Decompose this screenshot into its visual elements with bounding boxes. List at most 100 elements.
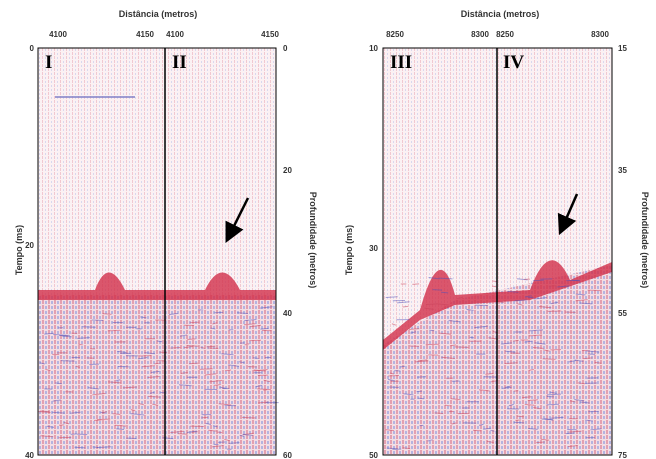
- texture: [168, 312, 178, 316]
- texture: [388, 375, 400, 377]
- y-axis-title: Tempo (ms): [344, 225, 354, 275]
- texture: [255, 384, 263, 388]
- texture: [228, 442, 240, 444]
- y-axis-title: Profundidade (metros): [308, 192, 318, 289]
- texture: [524, 340, 533, 343]
- texture: [177, 433, 188, 435]
- texture: [417, 359, 428, 362]
- texture: [586, 350, 600, 353]
- texture: [40, 435, 54, 438]
- x-tick-label: 8250: [496, 30, 514, 39]
- axis-title: Distância (metros): [119, 9, 198, 19]
- texture: [218, 403, 232, 406]
- texture: [183, 346, 193, 349]
- texture: [206, 345, 216, 348]
- texture: [242, 416, 256, 419]
- texture: [579, 302, 593, 305]
- texture: [408, 328, 420, 330]
- texture: [429, 329, 435, 332]
- texture: [575, 293, 586, 296]
- texture: [189, 321, 200, 324]
- texture: [574, 399, 585, 402]
- texture: [565, 432, 574, 435]
- texture: [260, 327, 269, 330]
- texture: [130, 413, 145, 416]
- reflector: [383, 260, 612, 350]
- texture: [529, 334, 543, 337]
- texture: [115, 379, 121, 382]
- texture: [170, 347, 181, 349]
- y-tick-label: 0: [30, 44, 35, 53]
- texture: [252, 357, 259, 359]
- x-tick-label: 4100: [49, 30, 67, 39]
- texture: [224, 438, 230, 442]
- texture: [201, 416, 209, 419]
- texture: [469, 336, 475, 339]
- texture: [186, 430, 198, 433]
- texture: [425, 303, 438, 306]
- texture: [478, 389, 490, 392]
- texture: [508, 403, 514, 407]
- texture: [485, 372, 494, 375]
- texture: [243, 323, 256, 326]
- texture: [142, 365, 155, 368]
- texture: [52, 399, 61, 402]
- texture: [532, 347, 544, 349]
- texture: [534, 342, 546, 345]
- section-label: I: [45, 52, 52, 73]
- texture: [52, 411, 65, 414]
- texture: [417, 397, 424, 400]
- texture: [577, 382, 585, 385]
- y-tick-label: 0: [283, 44, 288, 53]
- texture: [263, 379, 271, 383]
- texture: [575, 299, 588, 302]
- texture: [154, 362, 162, 365]
- texture: [138, 402, 145, 406]
- texture: [221, 353, 234, 356]
- texture: [585, 419, 594, 422]
- texture: [92, 446, 99, 449]
- texture: [63, 421, 70, 425]
- texture: [150, 370, 160, 374]
- texture: [536, 441, 545, 444]
- texture: [486, 440, 494, 443]
- texture: [74, 446, 86, 449]
- texture: [451, 422, 457, 425]
- texture: [137, 356, 148, 360]
- texture: [583, 357, 593, 360]
- texture: [140, 316, 147, 319]
- texture: [533, 407, 542, 410]
- texture: [478, 423, 484, 426]
- y-tick-label: 35: [618, 166, 627, 175]
- texture: [62, 335, 72, 338]
- texture: [217, 431, 223, 434]
- texture: [557, 285, 570, 288]
- texture: [524, 403, 535, 406]
- texture: [569, 400, 576, 403]
- axis-title: Distância (metros): [461, 9, 540, 19]
- texture: [529, 329, 544, 332]
- texture: [505, 350, 516, 353]
- texture: [242, 433, 253, 437]
- texture: [39, 362, 45, 365]
- texture: [389, 372, 394, 375]
- texture: [402, 447, 411, 450]
- texture: [70, 411, 81, 414]
- texture: [502, 386, 512, 389]
- texture: [101, 411, 108, 414]
- texture: [590, 428, 602, 431]
- texture: [179, 334, 188, 337]
- texture: [574, 359, 584, 362]
- texture: [517, 303, 523, 306]
- texture: [253, 369, 268, 372]
- texture: [491, 285, 497, 288]
- texture: [244, 343, 250, 346]
- texture: [102, 313, 112, 315]
- texture: [507, 290, 519, 293]
- texture: [191, 431, 198, 433]
- texture: [228, 364, 240, 367]
- texture: [178, 384, 192, 387]
- y-tick-label: 60: [283, 451, 292, 459]
- x-tick-label: 4100: [166, 30, 184, 39]
